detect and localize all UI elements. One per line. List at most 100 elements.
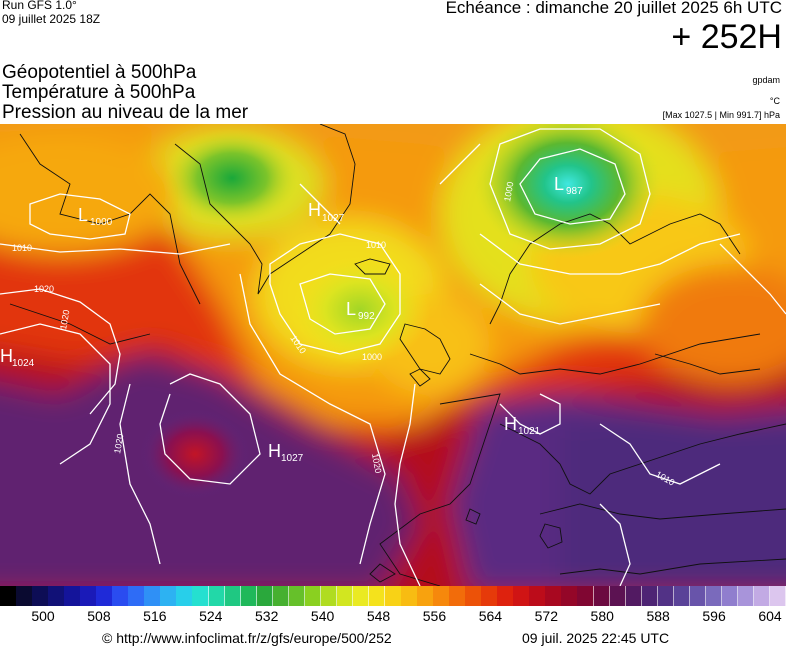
isobar-label: 1000	[362, 352, 382, 362]
lead-time: + 252H	[671, 18, 782, 56]
color-scale-tick: 604	[758, 608, 782, 624]
pressure-center-value: 1000	[90, 217, 113, 228]
pressure-center-letter: H	[0, 346, 13, 366]
pressure-center-letter: L	[78, 205, 88, 225]
isobar-labels: 1010 1020 1020 1010 1000 1010 1000 1020 …	[12, 181, 676, 488]
color-swatch	[112, 586, 129, 606]
isobar-label: 1010	[12, 243, 32, 253]
color-swatch	[16, 586, 33, 606]
pressure-center-letter: L	[554, 174, 564, 194]
pressure-center-letter: H	[504, 414, 517, 434]
color-swatch	[721, 586, 739, 606]
generation-timestamp: 09 juil. 2025 22:45 UTC	[522, 630, 670, 646]
color-swatch	[577, 586, 594, 606]
color-swatch	[240, 586, 258, 606]
field-title-temperature: Température à 500hPa	[2, 82, 196, 103]
color-swatch	[32, 586, 49, 606]
color-swatch	[224, 586, 242, 606]
color-swatch	[641, 586, 659, 606]
source-url: © http://www.infoclimat.fr/z/gfs/europe/…	[102, 630, 392, 646]
color-swatch	[304, 586, 322, 606]
color-swatch	[48, 586, 65, 606]
weather-map[interactable]: L 1000 H 1027 L 987 L 992 H 1024 H 1027 …	[0, 124, 786, 586]
color-swatch	[529, 586, 546, 606]
color-scale-tick: 508	[87, 608, 111, 624]
pressure-center-value: 1021	[518, 426, 541, 437]
color-swatch	[272, 586, 290, 606]
color-scale-tick: 572	[534, 608, 558, 624]
color-swatch	[737, 586, 755, 606]
color-swatch	[497, 586, 514, 606]
color-scale-tick: 540	[310, 608, 335, 624]
color-swatch	[96, 586, 113, 606]
isobar-label: 1000	[502, 181, 515, 202]
unit-gpdam: gpdam	[752, 75, 780, 85]
color-swatch	[144, 586, 161, 606]
color-swatch	[417, 586, 434, 606]
color-swatch	[545, 586, 562, 606]
color-swatch	[368, 586, 386, 606]
run-model: Run GFS 1.0°	[2, 0, 77, 12]
color-swatch	[561, 586, 578, 606]
weather-map-svg: L 1000 H 1027 L 987 L 992 H 1024 H 1027 …	[0, 124, 786, 586]
isobar-label: 1020	[34, 284, 54, 294]
color-swatch	[673, 586, 691, 606]
field-title-geopotential: Géopotentiel à 500hPa	[2, 62, 197, 83]
color-swatch	[256, 586, 274, 606]
color-scale-tick: 532	[255, 608, 279, 624]
pressure-center-value: 1027	[281, 453, 304, 464]
color-scale-tick: 580	[590, 608, 614, 624]
unit-celsius: °C	[769, 96, 780, 106]
pressure-center-value: 1027	[322, 213, 345, 224]
color-swatch	[80, 586, 97, 606]
isobars	[0, 128, 786, 586]
pressure-center-letter: L	[346, 299, 356, 319]
pressure-center-letter: H	[268, 441, 281, 461]
color-swatch	[192, 586, 210, 606]
color-scale-tick: 556	[422, 608, 447, 624]
color-scale-tick: 548	[366, 608, 391, 624]
color-scale-tick: 516	[143, 608, 167, 624]
color-swatch	[657, 586, 675, 606]
color-swatch	[449, 586, 466, 606]
pressure-center-value: 1024	[12, 358, 35, 369]
anomaly-centers	[140, 124, 663, 499]
run-date: 09 juillet 2025 18Z	[2, 12, 101, 26]
color-swatch	[625, 586, 643, 606]
color-swatch	[433, 586, 450, 606]
color-swatch	[0, 586, 17, 606]
color-scale-tick: 524	[199, 608, 223, 624]
forecast-valid-time: Echéance : dimanche 20 juillet 2025 6h U…	[445, 0, 782, 17]
pressure-centers: L 1000 H 1027 L 987 L 992 H 1024 H 1027 …	[0, 174, 583, 464]
color-scale-tick: 500	[31, 608, 55, 624]
color-scale-ticks: 500 508 516 524 532 540 548 556 564 572 580 588 596 6…	[0, 608, 786, 628]
color-swatch	[593, 586, 611, 606]
color-swatch	[705, 586, 723, 606]
color-swatch	[481, 586, 498, 606]
color-swatch	[208, 586, 226, 606]
color-swatch	[384, 586, 402, 606]
color-swatch	[352, 586, 370, 606]
color-swatch	[64, 586, 81, 606]
pressure-center-letter: H	[308, 200, 321, 220]
color-swatch	[336, 586, 354, 606]
color-swatch	[753, 586, 771, 606]
pressure-center-value: 987	[566, 186, 583, 197]
pressure-center-value: 992	[358, 311, 375, 322]
isobar-label: 1020	[112, 433, 125, 454]
color-scale-bar	[0, 586, 786, 606]
color-swatch	[769, 586, 786, 606]
color-swatch	[160, 586, 177, 606]
pressure-min-max: [Max 1027.5 | Min 991.7] hPa	[662, 110, 780, 120]
color-swatch	[288, 586, 306, 606]
isobar-label: 1010	[366, 240, 386, 250]
coastlines	[9, 124, 786, 586]
color-swatch	[401, 586, 418, 606]
color-swatch	[513, 586, 530, 606]
color-swatch	[128, 586, 145, 606]
color-swatch	[320, 586, 338, 606]
color-swatch	[465, 586, 482, 606]
color-scale-tick: 588	[646, 608, 670, 624]
color-scale-tick: 564	[478, 608, 503, 624]
color-swatch	[689, 586, 707, 606]
